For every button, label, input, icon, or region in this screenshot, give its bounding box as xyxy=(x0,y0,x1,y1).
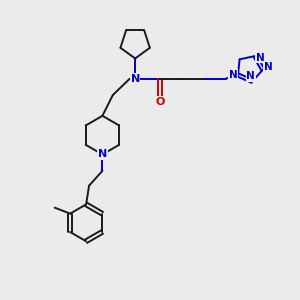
Text: N: N xyxy=(229,70,237,80)
Text: N: N xyxy=(130,74,140,84)
Text: O: O xyxy=(156,97,165,107)
Text: N: N xyxy=(98,149,107,160)
Text: N: N xyxy=(256,52,265,62)
Text: N: N xyxy=(263,62,272,72)
Text: N: N xyxy=(247,71,255,81)
